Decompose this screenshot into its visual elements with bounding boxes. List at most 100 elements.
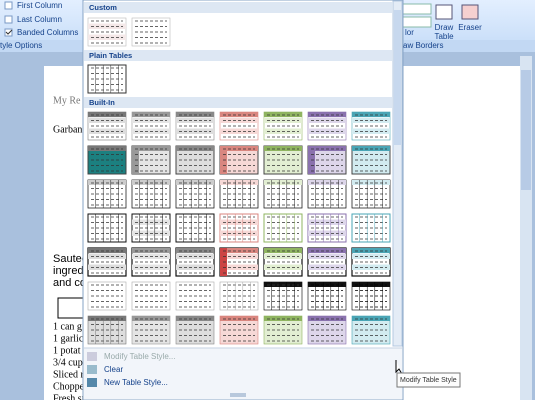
doc-text: and co [53,277,86,289]
table-style[interactable] [263,111,303,141]
option-label: First Column [17,1,62,10]
table-style[interactable] [307,213,347,243]
option-label: Last Column [17,15,62,24]
table-style[interactable] [87,111,127,141]
doc-heading: My Re [53,95,81,106]
thumb-header [220,146,258,151]
menu-icon [87,378,97,387]
table-style[interactable] [87,179,127,209]
thumb-header [132,316,170,321]
table-style[interactable] [351,111,391,141]
section-header [84,97,392,108]
doc-text: 1 garlic [53,333,84,344]
thumb-header [88,316,126,321]
table-style[interactable] [351,179,391,209]
table-style[interactable] [219,145,259,175]
table-style[interactable] [87,281,127,311]
table-style[interactable] [307,247,347,277]
menu-item[interactable]: Clear [104,365,123,374]
thumb-header [132,112,170,117]
table-style[interactable] [131,247,171,277]
table-style[interactable] [87,64,127,94]
draw-table-icon[interactable] [435,4,453,20]
table-style[interactable] [219,281,259,311]
menu-item[interactable]: New Table Style... [104,378,168,387]
thumb-header [220,112,258,117]
table-style[interactable] [175,111,215,141]
table-style[interactable] [351,315,391,345]
dropdown[interactable] [402,16,432,28]
table-style[interactable] [219,247,259,277]
thumb-header [88,248,126,253]
eraser-icon[interactable] [461,4,479,20]
thumb-header [308,146,346,151]
table-style[interactable] [131,179,171,209]
table-style[interactable] [87,17,127,47]
table-style[interactable] [351,281,391,311]
table-style[interactable] [219,213,259,243]
gallery-scrollbar[interactable] [392,0,403,347]
table-style[interactable] [307,145,347,175]
table-style[interactable] [351,145,391,175]
thumb-header [352,282,390,287]
table-style[interactable] [175,315,215,345]
checkbox[interactable] [4,15,13,24]
thumb-header [88,146,126,151]
table-style[interactable] [175,281,215,311]
thumb-header [264,146,302,151]
dropdown[interactable] [402,3,432,15]
menu-icon [87,365,97,374]
section-title: Built-In [89,98,115,107]
thumb-header [352,248,390,253]
checkbox[interactable] [4,28,13,37]
thumb-bg [263,213,303,243]
thumb-header [264,112,302,117]
table-style[interactable] [175,247,215,277]
table-style[interactable] [263,213,303,243]
table-style[interactable] [87,145,127,175]
table-style[interactable] [175,179,215,209]
table-style[interactable] [307,315,347,345]
gallery-scroll-thumb[interactable] [394,10,401,145]
table-style[interactable] [219,315,259,345]
table-style[interactable] [307,179,347,209]
table-style[interactable] [219,179,259,209]
table-style[interactable] [351,247,391,277]
table-style[interactable] [263,281,303,311]
table-style[interactable] [263,179,303,209]
thumb-header [264,248,302,253]
table-style[interactable] [263,145,303,175]
table-style[interactable] [87,213,127,243]
table-style[interactable] [131,213,171,243]
thumb-header [352,180,390,185]
scroll-thumb[interactable] [521,70,531,190]
table-style[interactable] [263,247,303,277]
table-style[interactable] [351,213,391,243]
thumb-header [308,112,346,117]
table-style[interactable] [131,281,171,311]
checkbox[interactable] [4,1,13,10]
color-label: lor [405,28,414,37]
table-style[interactable] [131,17,171,47]
section-title: Custom [89,3,117,12]
table-style[interactable] [263,315,303,345]
thumb-header [132,180,170,185]
gallery-menu [84,348,402,399]
table-style[interactable] [219,111,259,141]
table-style[interactable] [131,315,171,345]
resize-grip[interactable] [230,393,246,397]
doc-text: Sliced r [53,369,84,380]
table-style[interactable] [131,145,171,175]
doc-text: 3/4 cup [53,357,83,368]
menu-item[interactable]: Modify Table Style... [104,352,175,361]
table-style[interactable] [87,315,127,345]
doc-text: 1 can g [53,321,82,332]
table-style[interactable] [131,111,171,141]
table-style[interactable] [307,281,347,311]
doc-text: ingred [53,265,84,277]
table-style[interactable] [307,111,347,141]
table-style[interactable] [175,145,215,175]
thumb-header [352,112,390,117]
table-style[interactable] [175,213,215,243]
table-style[interactable] [87,247,127,277]
